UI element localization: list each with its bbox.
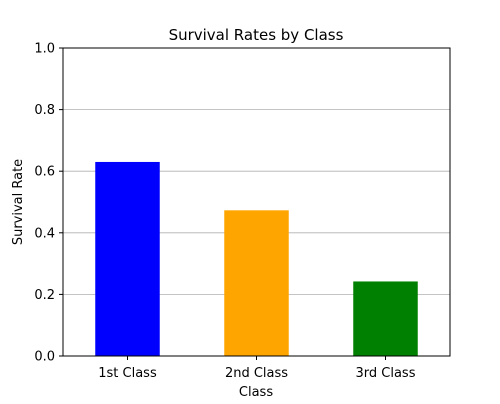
x-axis-ticks: 1st Class 2nd Class 3rd Class	[98, 356, 416, 381]
y-tick-label: 0.0	[34, 350, 55, 365]
y-tick-label: 0.4	[34, 226, 55, 241]
chart-title: Survival Rates by Class	[169, 26, 344, 44]
bar	[353, 281, 418, 356]
y-tick-label: 0.6	[34, 165, 55, 180]
x-axis-label: Class	[239, 385, 273, 400]
bar	[224, 210, 289, 356]
y-tick-label: 0.2	[34, 288, 55, 303]
bars	[95, 161, 418, 356]
x-tick-label: 3rd Class	[356, 366, 416, 381]
x-tick-label: 2nd Class	[225, 366, 288, 381]
y-axis-label: Survival Rate	[11, 159, 26, 245]
x-tick-label: 1st Class	[98, 366, 157, 381]
bar	[95, 161, 160, 356]
y-axis-ticks: 0.0 0.2 0.4 0.6 0.8 1.0	[34, 42, 63, 365]
y-tick-label: 1.0	[34, 42, 55, 57]
y-tick-label: 0.8	[34, 103, 55, 118]
